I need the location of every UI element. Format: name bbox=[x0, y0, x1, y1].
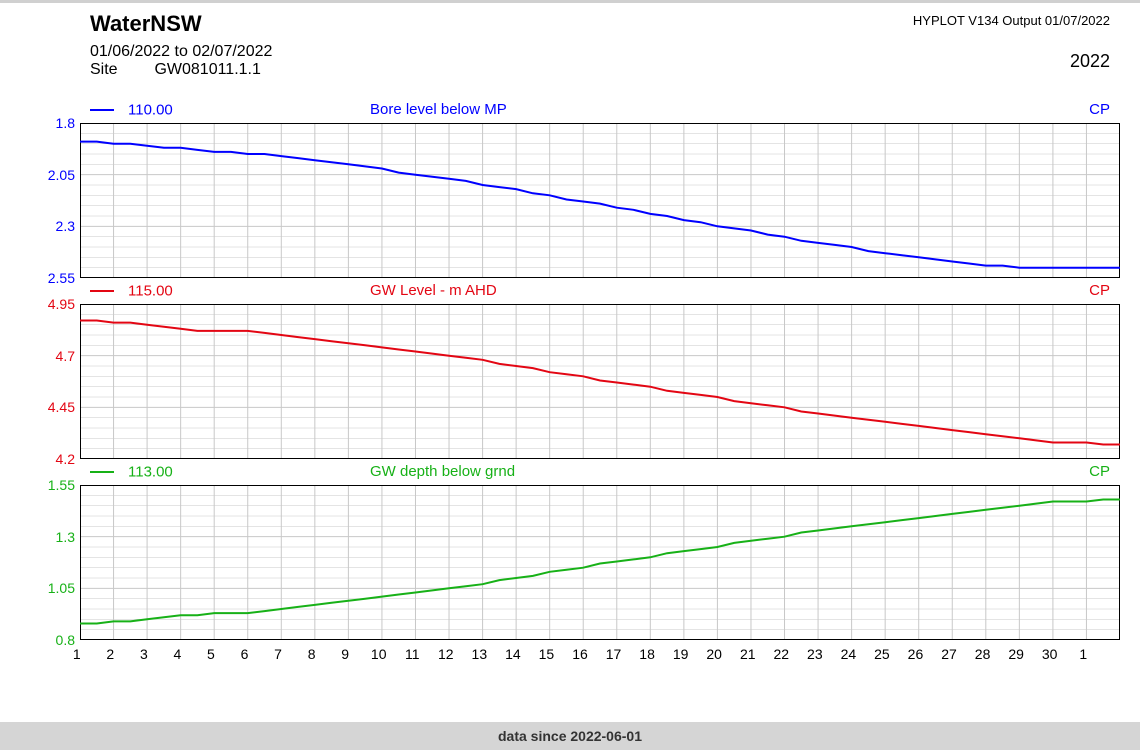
x-tick-label: 29 bbox=[1008, 646, 1024, 662]
x-tick-label: 20 bbox=[706, 646, 722, 662]
x-tick-label: 3 bbox=[140, 646, 148, 662]
legend-cp: CP bbox=[1089, 101, 1110, 118]
x-tick-label: 24 bbox=[841, 646, 857, 662]
x-tick-label: 11 bbox=[405, 646, 420, 662]
y-tick-label: 1.05 bbox=[30, 580, 75, 596]
site-label: Site bbox=[90, 61, 150, 79]
y-tick-label: 1.55 bbox=[30, 477, 75, 493]
chart-svg bbox=[80, 123, 1120, 278]
legend-dash-icon bbox=[90, 109, 114, 111]
legend-value: 110.00 bbox=[128, 102, 173, 119]
y-tick-label: 1.8 bbox=[30, 115, 75, 131]
charts-container: 110.00 Bore level below MP CP 1.82.052.32.5… bbox=[0, 101, 1140, 640]
legend-title: GW depth below grnd bbox=[370, 463, 515, 480]
page: WaterNSW HYPLOT V134 Output 01/07/2022 0… bbox=[0, 0, 1140, 750]
chart-legend: 110.00 Bore level below MP CP bbox=[90, 101, 1120, 123]
footer-text: data since 2022-06-01 bbox=[498, 728, 642, 744]
x-tick-label: 7 bbox=[274, 646, 282, 662]
x-tick-label: 4 bbox=[174, 646, 182, 662]
legend-value: 113.00 bbox=[128, 464, 173, 481]
plot-area: 1.82.052.32.55 bbox=[80, 123, 1120, 278]
x-tick-label: 15 bbox=[539, 646, 555, 662]
x-tick-label: 30 bbox=[1042, 646, 1058, 662]
x-tick-label: 12 bbox=[438, 646, 454, 662]
y-tick-label: 4.95 bbox=[30, 296, 75, 312]
year-label: 2022 bbox=[1070, 51, 1110, 72]
chart-block: 113.00 GW depth below grnd CP 1.551.31.050.… bbox=[20, 463, 1120, 640]
chart-legend: 113.00 GW depth below grnd CP bbox=[90, 463, 1120, 485]
x-tick-label: 21 bbox=[740, 646, 756, 662]
legend-title: Bore level below MP bbox=[370, 101, 507, 118]
y-tick-label: 4.45 bbox=[30, 399, 75, 415]
date-range: 01/06/2022 to 02/07/2022 bbox=[90, 43, 1110, 61]
x-tick-label: 2 bbox=[106, 646, 114, 662]
y-tick-label: 1.3 bbox=[30, 529, 75, 545]
x-tick-label: 14 bbox=[505, 646, 521, 662]
legend-title: GW Level - m AHD bbox=[370, 282, 497, 299]
x-tick-label: 9 bbox=[341, 646, 349, 662]
x-tick-label: 19 bbox=[673, 646, 689, 662]
legend-cp: CP bbox=[1089, 463, 1110, 480]
x-tick-label: 25 bbox=[874, 646, 890, 662]
x-tick-label: 6 bbox=[241, 646, 249, 662]
x-tick-label: 28 bbox=[975, 646, 991, 662]
x-axis: 1234567891011121314151617181920212223242… bbox=[60, 644, 1100, 672]
x-tick-label: 26 bbox=[908, 646, 924, 662]
y-axis-ticks: 1.551.31.050.8 bbox=[30, 485, 75, 640]
x-tick-label: 17 bbox=[606, 646, 622, 662]
chart-block: 115.00 GW Level - m AHD CP 4.954.74.454.2 bbox=[20, 282, 1120, 459]
y-tick-label: 2.3 bbox=[30, 218, 75, 234]
legend-dash-icon bbox=[90, 290, 114, 292]
header: WaterNSW HYPLOT V134 Output 01/07/2022 0… bbox=[0, 3, 1140, 101]
x-tick-label: 1 bbox=[73, 646, 81, 662]
footer-bar: data since 2022-06-01 bbox=[0, 722, 1140, 750]
x-tick-label: 22 bbox=[773, 646, 789, 662]
site-row: Site GW081011.1.1 bbox=[90, 61, 1110, 79]
x-tick-label: 5 bbox=[207, 646, 215, 662]
hyplot-version-text: HYPLOT V134 Output 01/07/2022 bbox=[913, 13, 1110, 28]
legend-cp: CP bbox=[1089, 282, 1110, 299]
x-tick-label: 23 bbox=[807, 646, 823, 662]
chart-legend: 115.00 GW Level - m AHD CP bbox=[90, 282, 1120, 304]
x-tick-label: 13 bbox=[472, 646, 488, 662]
chart-svg bbox=[80, 485, 1120, 640]
legend-value: 115.00 bbox=[128, 283, 173, 300]
plot-area: 1.551.31.050.8 bbox=[80, 485, 1120, 640]
plot-area: 4.954.74.454.2 bbox=[80, 304, 1120, 459]
legend-dash-icon bbox=[90, 471, 114, 473]
site-id: GW081011.1.1 bbox=[154, 61, 260, 78]
x-tick-label: 18 bbox=[639, 646, 655, 662]
x-tick-label: 27 bbox=[941, 646, 957, 662]
y-axis-ticks: 4.954.74.454.2 bbox=[30, 304, 75, 459]
chart-svg bbox=[80, 304, 1120, 459]
y-tick-label: 4.7 bbox=[30, 348, 75, 364]
x-tick-label: 1 bbox=[1079, 646, 1087, 662]
y-tick-label: 2.05 bbox=[30, 167, 75, 183]
x-tick-label: 16 bbox=[572, 646, 588, 662]
y-axis-ticks: 1.82.052.32.55 bbox=[30, 123, 75, 278]
chart-block: 110.00 Bore level below MP CP 1.82.052.32.5… bbox=[20, 101, 1120, 278]
x-tick-label: 10 bbox=[371, 646, 387, 662]
x-tick-label: 8 bbox=[308, 646, 316, 662]
